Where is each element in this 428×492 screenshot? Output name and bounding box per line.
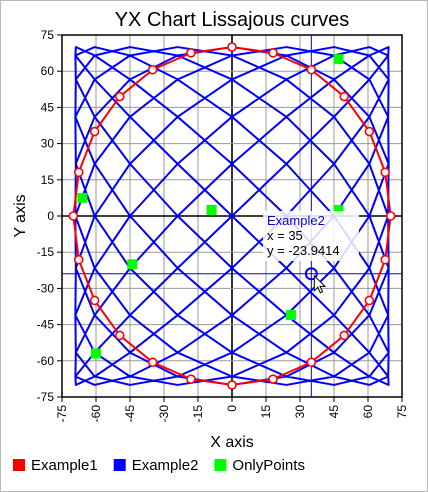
point-marker-example1 <box>380 167 391 178</box>
y-tick-label: -75 <box>37 390 55 404</box>
point-marker-example1 <box>186 374 196 384</box>
point-marker-example1 <box>306 357 317 368</box>
crosshair-marker <box>304 267 318 281</box>
point-marker-example1 <box>306 64 317 75</box>
legend-swatch-example1 <box>13 459 25 471</box>
point-marker-onlypoints <box>127 259 138 270</box>
tooltip-y: y = -23.9414 <box>267 243 340 258</box>
y-tick-label: 75 <box>41 28 55 42</box>
point-marker-example1 <box>227 42 237 52</box>
y-tick-label: -45 <box>37 318 55 332</box>
x-tick-label: -60 <box>89 405 103 423</box>
x-tick-labels: -75 -60 -45 -30 -15 0 15 30 45 60 75 <box>55 405 409 423</box>
point-marker-example1 <box>147 64 158 75</box>
cursor-layer <box>304 267 327 294</box>
x-tick-label: -45 <box>123 405 137 423</box>
x-tick-label: 75 <box>395 405 409 419</box>
y-tick-label: 45 <box>41 100 55 114</box>
x-tick-label: 15 <box>259 405 273 419</box>
y-tick-label: -15 <box>37 245 55 259</box>
point-marker-example1 <box>364 126 375 137</box>
point-marker-example1 <box>89 295 100 306</box>
legend-label-onlypoints: OnlyPoints <box>232 457 305 474</box>
series-layer <box>68 42 396 390</box>
point-marker-example1 <box>385 211 396 221</box>
legend-label-example1: Example1 <box>31 457 98 474</box>
point-marker-example1 <box>268 374 278 384</box>
point-marker-example1 <box>364 295 375 306</box>
mouse-pointer-icon <box>313 274 327 294</box>
x-tick-label: -30 <box>157 405 171 423</box>
point-marker-example1 <box>115 330 125 341</box>
point-marker-example1 <box>268 48 278 58</box>
point-marker-example1 <box>227 380 237 390</box>
tooltip-background <box>263 211 359 261</box>
x-tick-label: -15 <box>191 405 205 423</box>
ticks <box>57 34 403 402</box>
point-marker-example1 <box>339 91 350 102</box>
y-tick-label: 0 <box>47 209 54 223</box>
point-marker-example1 <box>186 48 196 58</box>
y-tick-label: -60 <box>37 354 55 368</box>
legend-label-example2: Example2 <box>132 457 199 474</box>
point-marker-example1 <box>73 167 84 178</box>
x-tick-label: 45 <box>327 405 341 419</box>
chart-title: YX Chart Lissajous curves <box>115 9 350 31</box>
x-tick-label: 60 <box>361 405 375 419</box>
point-marker-onlypoints <box>285 309 296 320</box>
legend-swatch-example2 <box>113 459 126 471</box>
tooltip-series: Example2 <box>267 213 325 228</box>
tooltip: Example2 x = 35 y = -23.9414 <box>263 211 359 261</box>
point-marker-onlypoints <box>206 204 217 215</box>
y-axis-label: Y axis <box>12 194 29 237</box>
x-tick-label: 0 <box>225 405 239 412</box>
point-marker-example1 <box>115 91 125 102</box>
tooltip-x: x = 35 <box>267 228 303 243</box>
point-marker-example1 <box>89 126 100 137</box>
y-tick-label: 15 <box>41 173 55 187</box>
x-axis-label: X axis <box>210 434 254 451</box>
point-marker-onlypoints <box>333 54 344 65</box>
point-marker-onlypoints <box>91 348 101 359</box>
point-marker-example1 <box>73 254 84 265</box>
y-tick-label: 60 <box>41 64 55 78</box>
point-marker-example1 <box>339 330 350 341</box>
y-tick-label: 30 <box>41 137 55 151</box>
point-marker-onlypoints <box>77 192 88 203</box>
legend: Example1 Example2 OnlyPoints <box>13 457 305 474</box>
y-tick-label: -30 <box>37 281 55 295</box>
x-tick-label: 30 <box>293 405 307 419</box>
y-tick-labels: -75 -60 -45 -30 -15 0 15 30 45 60 75 <box>37 28 55 404</box>
legend-swatch-onlypoints <box>214 459 227 471</box>
point-marker-onlypoints <box>333 204 344 215</box>
point-marker-example1 <box>147 357 158 368</box>
x-tick-label: -75 <box>55 405 69 423</box>
point-marker-example1 <box>380 254 391 265</box>
point-marker-example1 <box>68 211 79 221</box>
